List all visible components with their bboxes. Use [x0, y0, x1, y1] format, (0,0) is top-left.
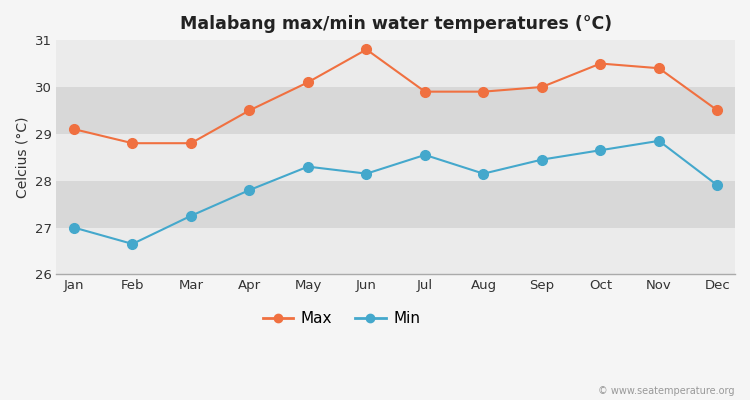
- Min: [187, 214, 196, 218]
- Min: [538, 157, 547, 162]
- Max: [479, 89, 488, 94]
- Line: Max: Max: [69, 45, 722, 148]
- Min: [245, 188, 254, 192]
- Bar: [56, 134, 735, 181]
- Min: [479, 171, 488, 176]
- Max: [655, 66, 664, 71]
- Title: Malabang max/min water temperatures (°C): Malabang max/min water temperatures (°C): [180, 15, 612, 33]
- Max: [421, 89, 430, 94]
- Max: [245, 108, 254, 113]
- Max: [596, 61, 605, 66]
- Legend: Max, Min: Max, Min: [256, 305, 427, 332]
- Text: © www.seatemperature.org: © www.seatemperature.org: [598, 386, 735, 396]
- Min: [596, 148, 605, 153]
- Bar: [56, 87, 735, 134]
- Min: [655, 138, 664, 143]
- Min: [128, 242, 137, 246]
- Max: [304, 80, 313, 85]
- Min: [713, 183, 722, 188]
- Line: Min: Min: [69, 136, 722, 249]
- Max: [362, 47, 371, 52]
- Min: [362, 171, 371, 176]
- Max: [187, 141, 196, 146]
- Max: [713, 108, 722, 113]
- Min: [421, 152, 430, 157]
- Bar: [56, 181, 735, 228]
- Min: [304, 164, 313, 169]
- Min: [70, 225, 79, 230]
- Max: [128, 141, 137, 146]
- Bar: [56, 228, 735, 274]
- Max: [70, 127, 79, 132]
- Bar: [56, 40, 735, 87]
- Max: [538, 84, 547, 89]
- Y-axis label: Celcius (°C): Celcius (°C): [15, 116, 29, 198]
